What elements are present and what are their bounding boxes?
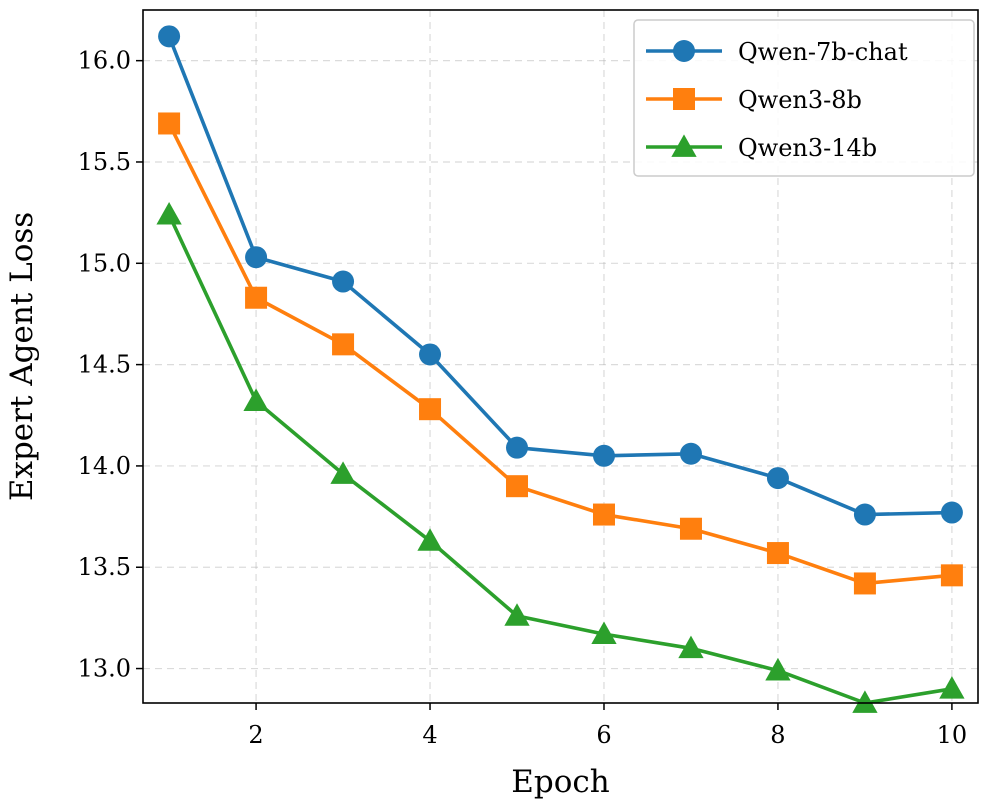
y-tick-label: 14.5: [78, 351, 131, 379]
legend-marker: [673, 88, 695, 110]
legend-box: [633, 19, 975, 177]
data-point: [592, 444, 615, 467]
data-point: [853, 572, 876, 595]
data-point: [245, 286, 268, 309]
y-axis-label: Expert Agent Loss: [4, 212, 40, 501]
legend-label: Qwen3-14b: [738, 134, 877, 162]
data-point: [852, 690, 878, 713]
x-tick-label: 2: [248, 721, 263, 749]
data-point: [332, 270, 355, 293]
data-point: [765, 657, 791, 681]
axis-ticks: 2 4 6 8 10 13.0 13.5 14.0 14.5 15.0 15.5 16.0: [78, 47, 968, 749]
data-point: [245, 246, 268, 269]
legend: Qwen-7b-chat Qwen3-8b Qwen3-14b: [633, 19, 975, 177]
series-1: [158, 25, 963, 526]
legend-marker: [673, 40, 695, 62]
data-point: [940, 501, 963, 524]
legend-marker: [671, 134, 697, 157]
legend-label: Qwen3-8b: [738, 86, 862, 114]
data-point: [506, 436, 529, 459]
data-point: [853, 503, 876, 526]
data-point: [504, 603, 530, 626]
y-tick-label: 13.5: [78, 553, 131, 581]
series-line: [167, 122, 953, 586]
data-point: [940, 564, 963, 587]
x-axis-label: Epoch: [511, 764, 609, 800]
y-tick-label: 16.0: [78, 47, 131, 75]
data-point: [679, 442, 702, 465]
y-tick-label: 15.5: [78, 148, 131, 176]
data-point: [591, 621, 617, 644]
legend-item: Qwen3-8b: [646, 86, 862, 114]
data-point: [592, 503, 615, 526]
data-point: [156, 202, 182, 225]
data-point: [243, 388, 269, 411]
series-2: [158, 112, 963, 595]
data-point: [417, 528, 443, 551]
data-point: [158, 112, 181, 135]
data-point: [419, 343, 442, 366]
legend-item: Qwen3-14b: [646, 134, 877, 162]
y-tick-label: 13.0: [78, 655, 131, 683]
x-tick-label: 10: [937, 721, 968, 749]
plot-frame: [142, 9, 979, 704]
data-point: [158, 25, 181, 48]
data-point: [678, 635, 704, 659]
data-point: [766, 542, 789, 565]
y-tick-label: 15.0: [78, 249, 131, 277]
data-point: [939, 676, 965, 699]
data-point: [332, 333, 355, 356]
data-point: [419, 398, 442, 421]
series-layer: [156, 25, 965, 713]
data-point: [679, 517, 702, 540]
y-tick-label: 14.0: [78, 452, 131, 480]
data-point: [330, 461, 356, 484]
x-tick-label: 6: [596, 721, 611, 749]
data-point: [506, 475, 529, 498]
series-line: [167, 213, 953, 705]
series-3: [156, 202, 965, 713]
data-point: [766, 467, 789, 490]
legend-item: Qwen-7b-chat: [646, 38, 908, 66]
legend-label: Qwen-7b-chat: [738, 38, 908, 66]
x-tick-label: 4: [422, 721, 437, 749]
x-tick-label: 8: [770, 721, 785, 749]
grid-lines: [143, 10, 978, 703]
series-line: [167, 35, 952, 517]
